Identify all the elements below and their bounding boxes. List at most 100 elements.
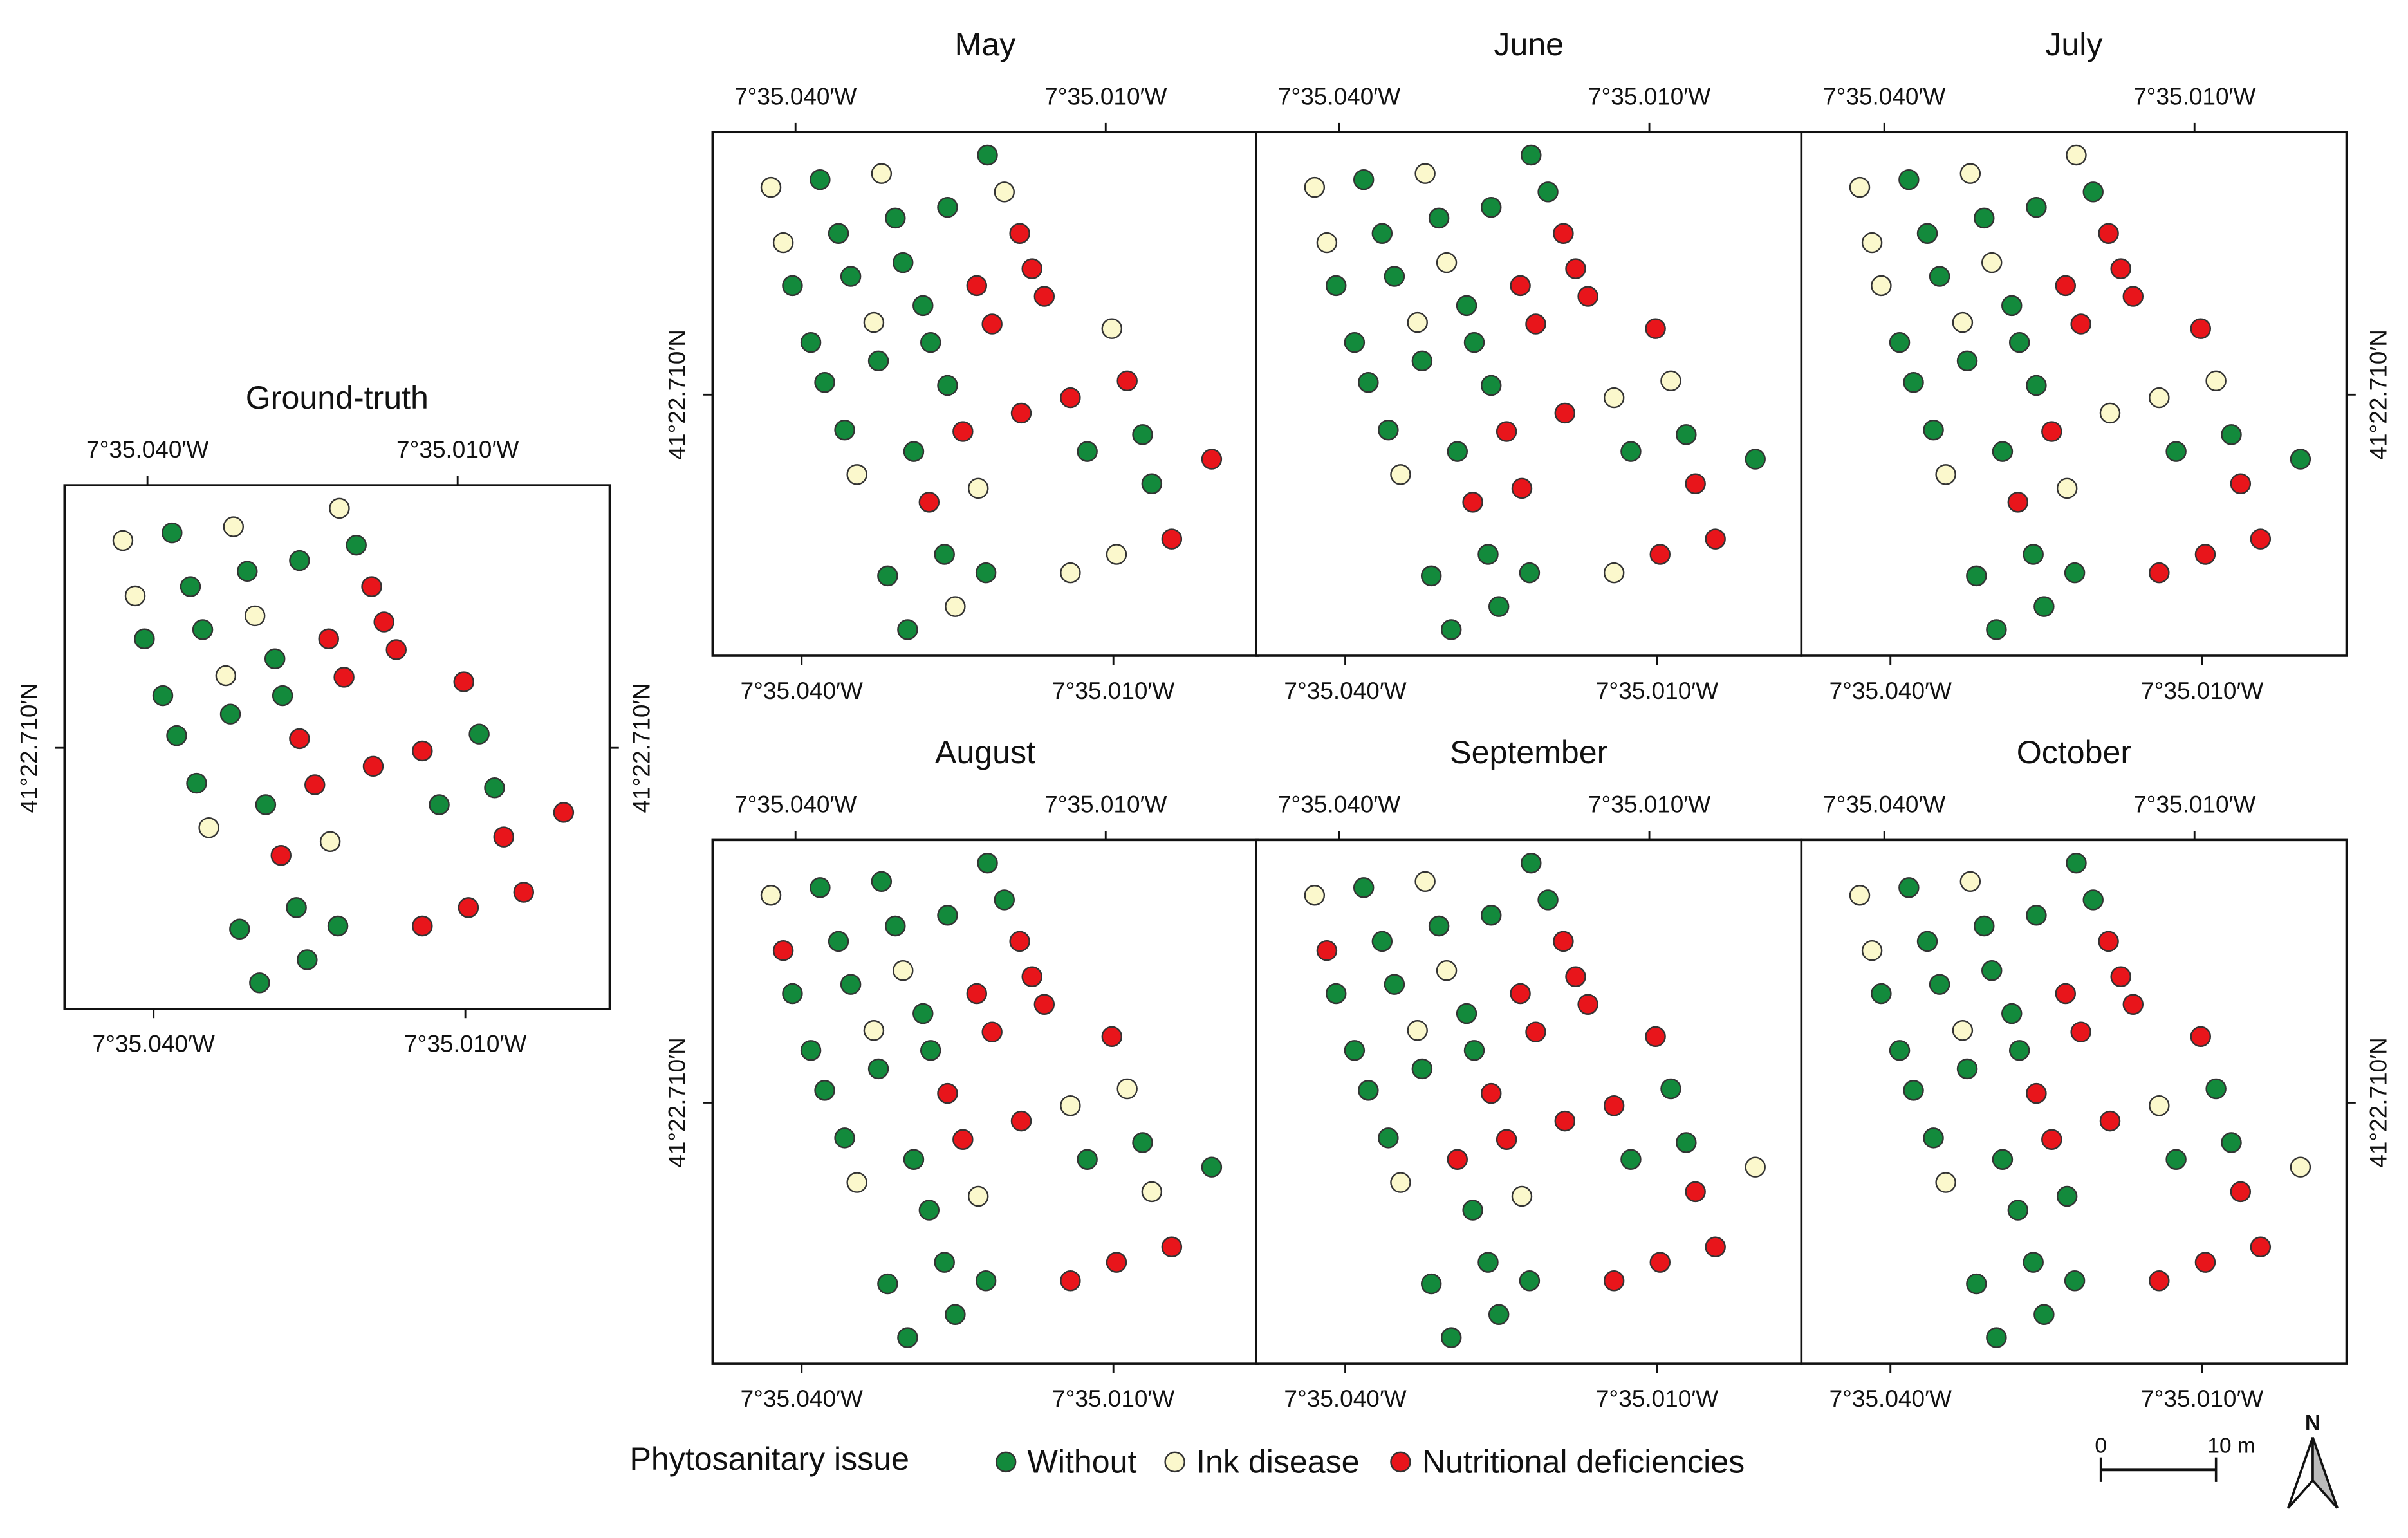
- tree-point: [1411, 350, 1433, 372]
- tree-point: [112, 530, 134, 551]
- tree-point: [1603, 562, 1625, 584]
- tree-point: [912, 295, 934, 317]
- tree-point: [2055, 275, 2077, 297]
- tree-point: [1898, 877, 1920, 898]
- tree-point: [2149, 1270, 2170, 1292]
- tree-point: [244, 605, 266, 627]
- tree-point: [1861, 940, 1883, 961]
- tree-point: [1101, 318, 1123, 339]
- tree-point: [1676, 424, 1697, 445]
- tree-point: [458, 897, 479, 918]
- tree-point: [975, 1270, 997, 1292]
- lon-label: 7°35.040′W: [741, 1385, 863, 1412]
- tree-point: [828, 223, 849, 244]
- tree-point: [1010, 402, 1032, 424]
- tree-point: [2099, 1110, 2121, 1132]
- tree-point: [863, 311, 885, 333]
- tree-point: [2165, 1149, 2187, 1170]
- lon-label: 7°35.040′W: [741, 678, 863, 704]
- tree-point: [800, 1040, 822, 1061]
- tree-point: [1009, 223, 1030, 244]
- legend-swatch: [1164, 1451, 1185, 1473]
- tree-point: [937, 1082, 958, 1104]
- tree-point: [867, 1058, 889, 1080]
- tree-point: [828, 931, 849, 952]
- tree-point: [952, 421, 974, 442]
- tree-point: [1447, 441, 1468, 462]
- lon-label: 7°35.040′W: [1829, 1385, 1952, 1412]
- tree-point: [1986, 619, 2007, 640]
- tree-point: [2149, 1095, 2170, 1116]
- tree-point: [840, 974, 862, 995]
- north-label: N: [2305, 1411, 2320, 1435]
- tree-point: [162, 522, 183, 544]
- tree-point: [1132, 424, 1153, 445]
- tree-point: [2110, 258, 2131, 279]
- tree-point: [1141, 1181, 1163, 1203]
- tree-point: [1649, 544, 1671, 565]
- tree-point: [1132, 1132, 1153, 1153]
- legend-swatch: [995, 1451, 1017, 1473]
- tree-point: [1521, 144, 1542, 166]
- tree-point: [1481, 375, 1502, 396]
- tree-point: [1304, 176, 1326, 198]
- tree-point: [977, 852, 998, 874]
- tree-point: [937, 196, 958, 218]
- lon-label: 7°35.010′W: [1588, 791, 1710, 817]
- tree-point: [2230, 473, 2252, 494]
- tree-point: [863, 1020, 885, 1041]
- tree-point: [272, 685, 293, 707]
- tree-point: [810, 877, 831, 898]
- tree-point: [1440, 1327, 1462, 1348]
- tree-point: [920, 1040, 941, 1061]
- tree-point: [1436, 252, 1458, 273]
- tree-point: [893, 959, 914, 981]
- north-arrow-left: [2287, 1437, 2314, 1509]
- tree-point: [1554, 402, 1576, 424]
- tree-point: [1849, 176, 1871, 198]
- tree-point: [2122, 286, 2144, 307]
- lon-label: 7°35.010′W: [1596, 1385, 1718, 1412]
- tree-point: [1384, 266, 1405, 287]
- tree-point: [1745, 1156, 1766, 1178]
- tree-point: [289, 728, 310, 750]
- tree-point: [772, 940, 794, 961]
- tree-point: [1116, 370, 1138, 392]
- lon-label: 7°35.010′W: [1044, 83, 1167, 109]
- tree-point: [304, 774, 326, 795]
- tree-point: [1488, 1304, 1510, 1326]
- tree-point: [1685, 473, 1706, 494]
- lon-label: 7°35.040′W: [1829, 678, 1952, 704]
- tree-point: [361, 576, 382, 597]
- tree-point: [1378, 419, 1399, 441]
- tree-point: [1428, 915, 1450, 937]
- tree-point: [1371, 223, 1393, 244]
- tree-point: [934, 1252, 955, 1273]
- tree-point: [1903, 1080, 1924, 1101]
- lon-label: 7°35.010′W: [2141, 678, 2263, 704]
- lat-label: 41°22.710′N: [2366, 329, 2392, 460]
- tree-point: [840, 266, 862, 287]
- tree-point: [1603, 1095, 1625, 1116]
- tree-point: [2110, 966, 2131, 987]
- tree-point: [2023, 544, 2044, 565]
- tree-point: [1316, 940, 1338, 961]
- tree-point: [2033, 1304, 2055, 1326]
- lon-label: 7°35.040′W: [93, 1031, 215, 1057]
- tree-point: [2221, 1132, 2242, 1153]
- tree-point: [2290, 1156, 2311, 1178]
- tree-point: [1358, 1080, 1379, 1101]
- tree-point: [2041, 421, 2062, 442]
- tree-point: [2041, 1129, 2062, 1150]
- tree-point: [2064, 562, 2086, 584]
- tree-point: [1992, 1149, 2014, 1170]
- tree-point: [966, 275, 988, 297]
- lon-label: 7°35.010′W: [2133, 83, 2255, 109]
- tree-point: [1923, 1127, 1944, 1149]
- tree-point: [1861, 232, 1883, 254]
- tree-point: [885, 915, 906, 937]
- tree-point: [937, 375, 958, 396]
- tree-point: [152, 685, 174, 707]
- tree-point: [219, 703, 241, 725]
- tree-point: [2082, 889, 2104, 911]
